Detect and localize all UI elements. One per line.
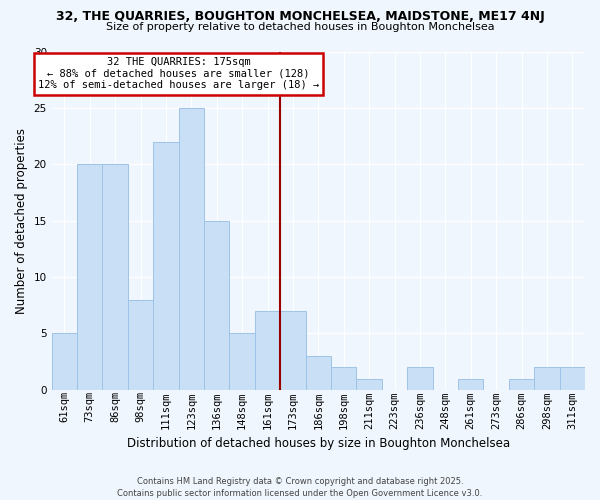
Bar — [331, 367, 356, 390]
Bar — [534, 367, 560, 390]
Bar — [153, 142, 179, 390]
Text: 32 THE QUARRIES: 175sqm
← 88% of detached houses are smaller (128)
12% of semi-d: 32 THE QUARRIES: 175sqm ← 88% of detache… — [38, 57, 319, 90]
Bar — [77, 164, 103, 390]
Bar — [128, 300, 153, 390]
Bar — [356, 378, 382, 390]
Text: Size of property relative to detached houses in Boughton Monchelsea: Size of property relative to detached ho… — [106, 22, 494, 32]
Bar — [179, 108, 204, 390]
Bar — [229, 334, 255, 390]
Bar — [407, 367, 433, 390]
Bar — [204, 220, 229, 390]
X-axis label: Distribution of detached houses by size in Boughton Monchelsea: Distribution of detached houses by size … — [127, 437, 510, 450]
Text: Contains HM Land Registry data © Crown copyright and database right 2025.
Contai: Contains HM Land Registry data © Crown c… — [118, 476, 482, 498]
Bar — [255, 311, 280, 390]
Bar — [560, 367, 585, 390]
Text: 32, THE QUARRIES, BOUGHTON MONCHELSEA, MAIDSTONE, ME17 4NJ: 32, THE QUARRIES, BOUGHTON MONCHELSEA, M… — [56, 10, 544, 23]
Y-axis label: Number of detached properties: Number of detached properties — [15, 128, 28, 314]
Bar — [280, 311, 305, 390]
Bar — [103, 164, 128, 390]
Bar — [305, 356, 331, 390]
Bar — [458, 378, 484, 390]
Bar — [52, 334, 77, 390]
Bar — [509, 378, 534, 390]
